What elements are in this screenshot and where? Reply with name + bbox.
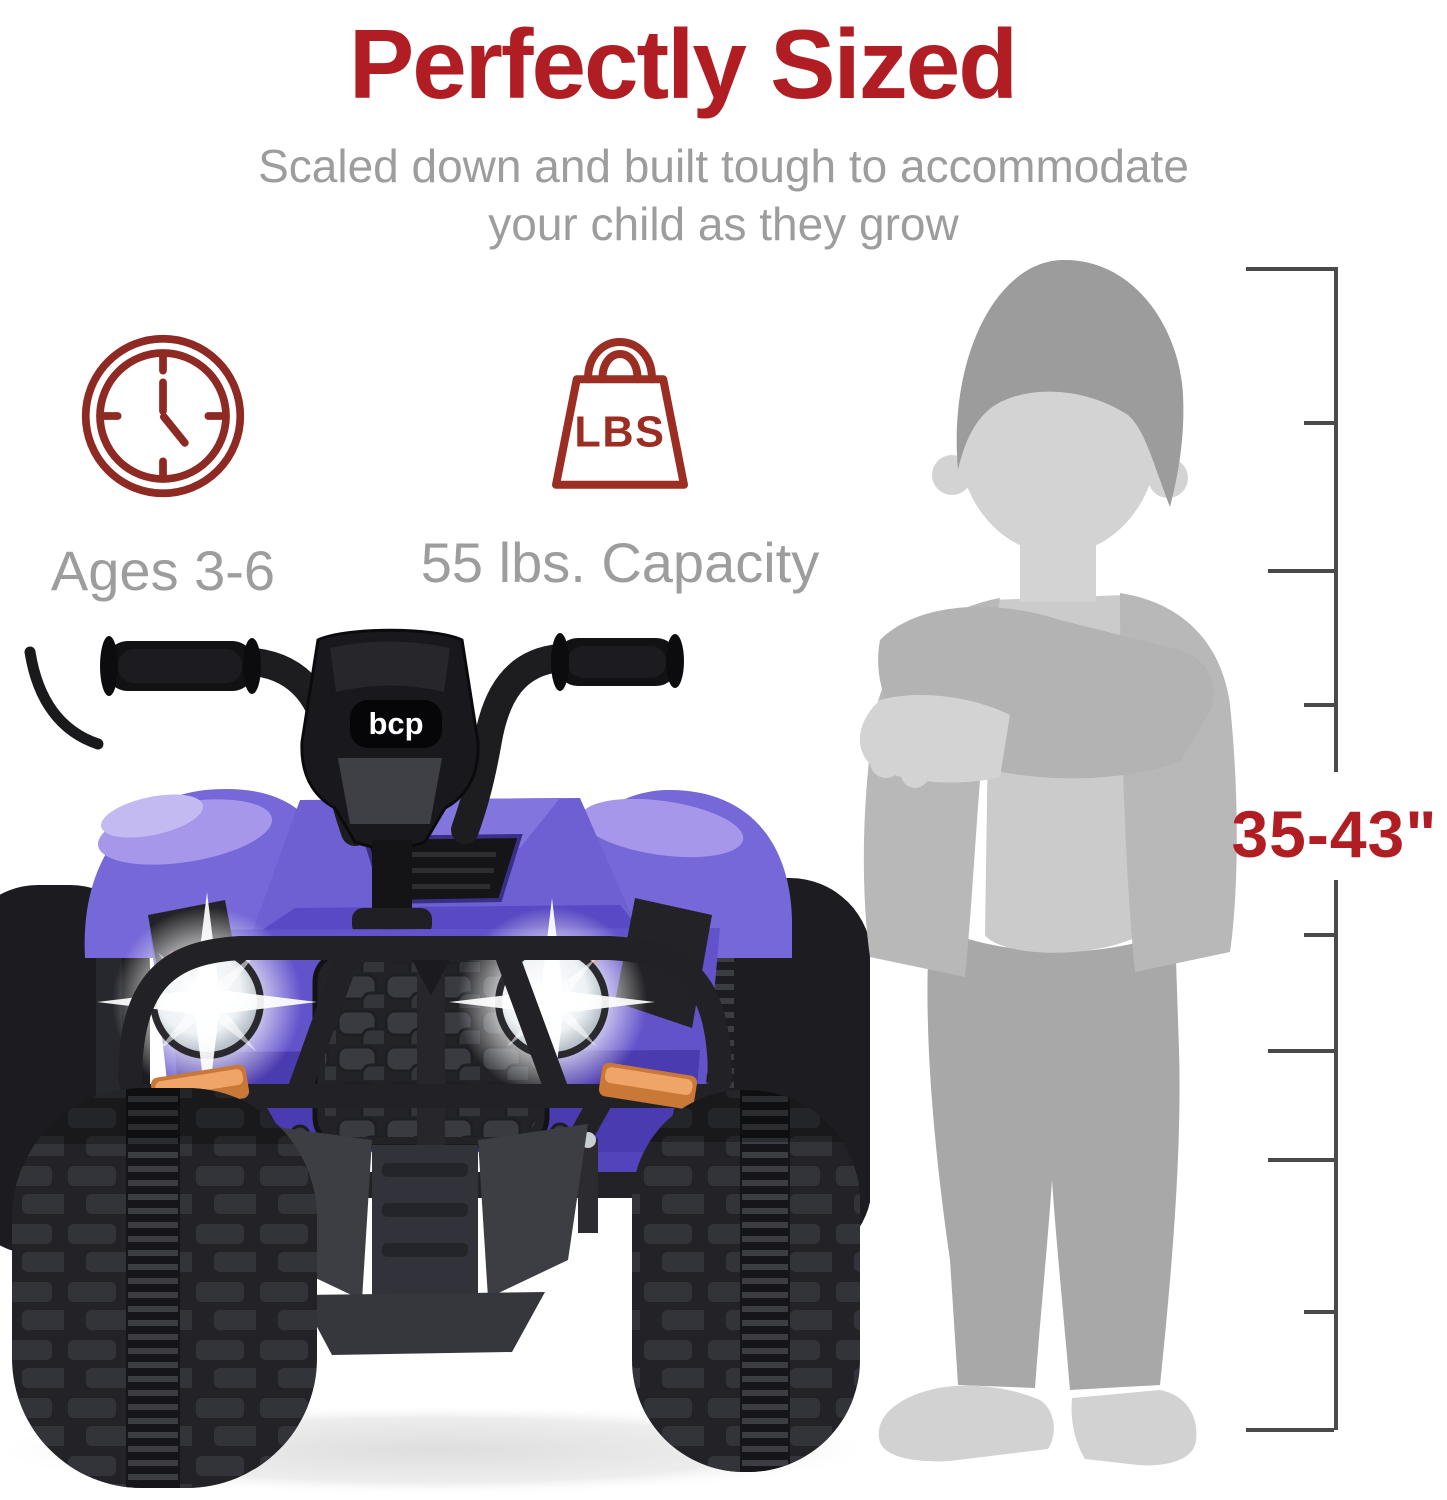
front-right-wheel (632, 1090, 860, 1472)
silhouette-right-shoe (1071, 1390, 1197, 1466)
ruler-tick-medium (1268, 1158, 1334, 1162)
undercarriage (185, 1124, 665, 1355)
ruler-tick-short (1304, 421, 1334, 425)
height-range-label: 35-43" (1231, 797, 1438, 871)
ruler-line-segment (1334, 267, 1338, 772)
age-range-label: Ages 3-6 (50, 539, 276, 602)
ruler-tick-long (1246, 1428, 1334, 1432)
feature-age-range: Ages 3-6 (18, 326, 308, 603)
clock-icon (79, 326, 247, 506)
silhouette-hair (956, 259, 1184, 507)
ruler-line-segment (1334, 880, 1338, 1430)
front-console: bcp (300, 628, 480, 958)
ruler-tick-medium (1268, 569, 1334, 573)
right-grip (551, 633, 684, 691)
brand-logo: bcp (368, 706, 423, 741)
weight-bag-icon: LBS (540, 318, 700, 498)
capacity-label: 55 lbs. Capacity (420, 531, 820, 594)
handlebars (100, 633, 684, 846)
silhouette-pants (927, 925, 1180, 1390)
weight-icon-text: LBS (574, 408, 665, 456)
silhouette-left-shoe (878, 1385, 1054, 1462)
rear-rack-bar (24, 646, 104, 750)
ruler-tick-short (1304, 933, 1334, 937)
page-subtitle: Scaled down and built tough to accommoda… (0, 138, 1447, 253)
ruler-tick-medium (1268, 1049, 1334, 1053)
orange-indicator-right (598, 1062, 698, 1110)
page-title: Perfectly Sized (348, 9, 1018, 119)
front-left-wheel (12, 1088, 317, 1488)
subtitle-line-1: Scaled down and built tough to accommoda… (258, 140, 1189, 192)
ruler-tick-short (1304, 703, 1334, 707)
child-silhouette (859, 259, 1237, 1466)
ruler-tick-long (1246, 267, 1334, 271)
left-grip (100, 636, 261, 696)
atv-ride-on-toy: bcp (0, 628, 870, 1496)
ruler-tick-short (1304, 1310, 1334, 1314)
feature-weight-capacity: LBS 55 lbs. Capacity (421, 318, 819, 595)
subtitle-line-2: your child as they grow (488, 197, 959, 250)
